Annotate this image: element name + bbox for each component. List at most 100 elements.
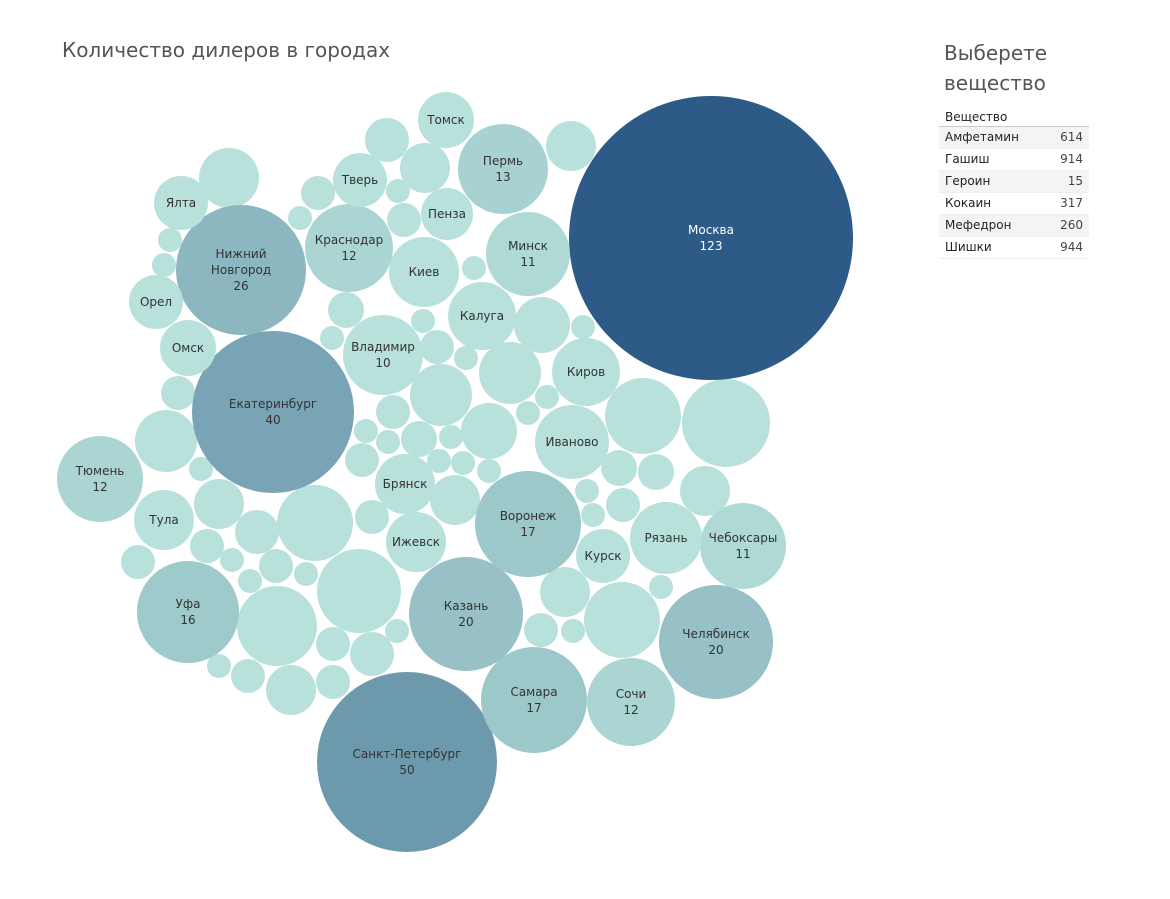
unlabeled-bubble[interactable] [355, 500, 389, 534]
unlabeled-bubble[interactable] [410, 364, 472, 426]
bubble[interactable] [486, 212, 570, 296]
bubble[interactable] [535, 405, 609, 479]
unlabeled-bubble[interactable] [638, 454, 674, 490]
unlabeled-bubble[interactable] [649, 575, 673, 599]
unlabeled-bubble[interactable] [199, 148, 259, 208]
bubble[interactable] [317, 672, 497, 852]
unlabeled-bubble[interactable] [479, 342, 541, 404]
bubble-group[interactable]: Калуга [448, 282, 516, 350]
unlabeled-bubble[interactable] [575, 479, 599, 503]
bubble-group[interactable]: Екатеринбург 40 [192, 331, 354, 493]
bubble-group[interactable]: Киев [389, 237, 459, 307]
unlabeled-bubble[interactable] [345, 443, 379, 477]
unlabeled-bubble[interactable] [121, 545, 155, 579]
bubble-group[interactable]: Пермь 13 [458, 124, 548, 214]
filter-item[interactable]: Кокаин 317 [939, 193, 1089, 215]
unlabeled-bubble[interactable] [400, 143, 450, 193]
bubble[interactable] [552, 338, 620, 406]
unlabeled-bubble[interactable] [427, 449, 451, 473]
unlabeled-bubble[interactable] [540, 567, 590, 617]
unlabeled-bubble[interactable] [235, 510, 279, 554]
unlabeled-bubble[interactable] [301, 176, 335, 210]
bubble[interactable] [481, 647, 587, 753]
bubble-group[interactable]: Киров [552, 338, 620, 406]
unlabeled-bubble[interactable] [387, 203, 421, 237]
bubble[interactable] [659, 585, 773, 699]
unlabeled-bubble[interactable] [385, 619, 409, 643]
bubble[interactable] [587, 658, 675, 746]
unlabeled-bubble[interactable] [189, 457, 213, 481]
bubble-group[interactable]: Орел [129, 275, 183, 329]
unlabeled-bubble[interactable] [376, 395, 410, 429]
bubble-group[interactable]: Пенза [421, 188, 473, 240]
unlabeled-bubble[interactable] [430, 475, 480, 525]
unlabeled-bubble[interactable] [516, 401, 540, 425]
filter-item[interactable]: Амфетамин 614 [939, 127, 1089, 149]
bubble-group[interactable]: Омск [160, 320, 216, 376]
unlabeled-bubble[interactable] [237, 586, 317, 666]
bubble-group[interactable]: Тверь [333, 153, 387, 207]
unlabeled-bubble[interactable] [584, 582, 660, 658]
bubble[interactable] [343, 315, 423, 395]
bubble-group[interactable]: Уфа 16 [137, 561, 239, 663]
unlabeled-bubble[interactable] [317, 549, 401, 633]
unlabeled-bubble[interactable] [350, 632, 394, 676]
bubble[interactable] [700, 503, 786, 589]
unlabeled-bubble[interactable] [462, 256, 486, 280]
unlabeled-bubble[interactable] [294, 562, 318, 586]
unlabeled-bubble[interactable] [439, 425, 463, 449]
unlabeled-bubble[interactable] [220, 548, 244, 572]
unlabeled-bubble[interactable] [231, 659, 265, 693]
unlabeled-bubble[interactable] [277, 485, 353, 561]
bubble-group[interactable]: Минск 11 [486, 212, 570, 296]
bubble-group[interactable]: Тула [134, 490, 194, 550]
bubble[interactable] [448, 282, 516, 350]
filter-item[interactable]: Шишки 944 [939, 237, 1089, 259]
bubble[interactable] [389, 237, 459, 307]
unlabeled-bubble[interactable] [524, 613, 558, 647]
bubble[interactable] [154, 176, 208, 230]
unlabeled-bubble[interactable] [152, 253, 176, 277]
unlabeled-bubble[interactable] [266, 665, 316, 715]
unlabeled-bubble[interactable] [461, 403, 517, 459]
bubble[interactable] [129, 275, 183, 329]
unlabeled-bubble[interactable] [605, 378, 681, 454]
bubble-group[interactable]: Краснодар 12 [305, 204, 393, 292]
bubble-group[interactable]: Москва 123 [569, 96, 853, 380]
bubble-group[interactable]: Владимир 10 [343, 315, 423, 395]
unlabeled-bubble[interactable] [288, 206, 312, 230]
bubble[interactable] [137, 561, 239, 663]
unlabeled-bubble[interactable] [601, 450, 637, 486]
bubble-group[interactable]: Сочи 12 [587, 658, 675, 746]
bubble-group[interactable]: Иваново [535, 405, 609, 479]
unlabeled-bubble[interactable] [680, 466, 730, 516]
bubble-group[interactable]: Ижевск [386, 512, 446, 572]
bubble[interactable] [333, 153, 387, 207]
bubble-group[interactable]: Санкт-Петербург 50 [317, 672, 497, 852]
bubble[interactable] [418, 92, 474, 148]
filter-item[interactable]: Мефедрон 260 [939, 215, 1089, 237]
unlabeled-bubble[interactable] [546, 121, 596, 171]
bubble[interactable] [192, 331, 354, 493]
unlabeled-bubble[interactable] [320, 326, 344, 350]
unlabeled-bubble[interactable] [190, 529, 224, 563]
unlabeled-bubble[interactable] [316, 665, 350, 699]
unlabeled-bubble[interactable] [454, 346, 478, 370]
bubble[interactable] [160, 320, 216, 376]
bubble-group[interactable]: Курск [576, 529, 630, 583]
bubble-group[interactable]: Самара 17 [481, 647, 587, 753]
bubble[interactable] [475, 471, 581, 577]
unlabeled-bubble[interactable] [354, 419, 378, 443]
bubble-group[interactable]: Нижний Новгород 26 [176, 205, 306, 335]
bubble-group[interactable]: Тюмень 12 [57, 436, 143, 522]
unlabeled-bubble[interactable] [514, 297, 570, 353]
bubble-group[interactable]: Рязань [630, 502, 702, 574]
bubble-group[interactable]: Брянск [375, 454, 435, 514]
unlabeled-bubble[interactable] [581, 503, 605, 527]
bubble-group[interactable]: Воронеж 17 [475, 471, 581, 577]
bubble[interactable] [386, 512, 446, 572]
unlabeled-bubble[interactable] [328, 292, 364, 328]
filter-item[interactable]: Гашиш 914 [939, 149, 1089, 171]
bubble[interactable] [134, 490, 194, 550]
bubble-group[interactable]: Челябинск 20 [659, 585, 773, 699]
